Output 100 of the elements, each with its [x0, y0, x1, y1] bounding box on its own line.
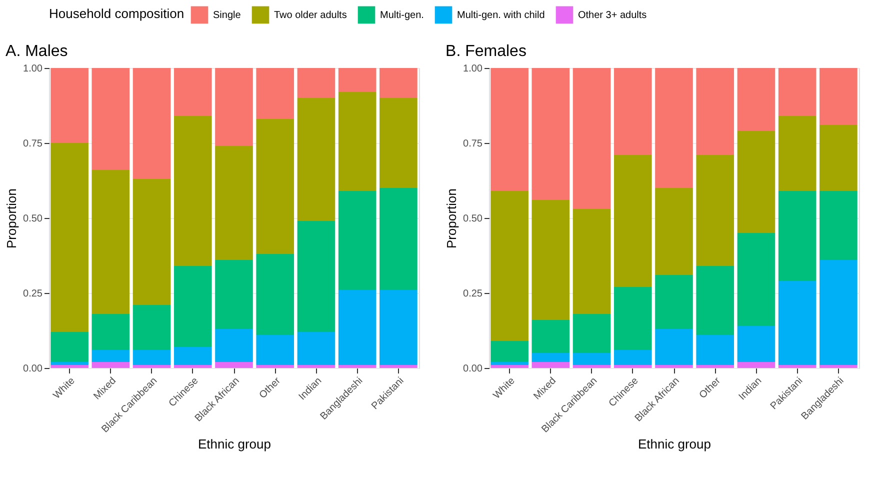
bar [490, 68, 528, 191]
bar [778, 365, 816, 368]
y-tick-label: 0.25 [23, 288, 43, 300]
bar [696, 68, 734, 155]
bar [50, 68, 88, 143]
bar [174, 68, 212, 116]
bar [256, 254, 294, 335]
bar [132, 365, 171, 368]
bar [696, 155, 734, 266]
x-axis-title: Ethnic group [638, 436, 711, 452]
bar [655, 68, 693, 188]
y-tick-label: 0.50 [463, 214, 483, 224]
bar [297, 221, 336, 332]
bar [174, 365, 212, 368]
bar [338, 191, 376, 290]
legend-title: Household composition [49, 6, 184, 21]
bar [614, 365, 652, 368]
bar [614, 350, 652, 365]
bar [655, 329, 693, 365]
bar [737, 233, 776, 326]
bar [174, 266, 212, 347]
bar [655, 365, 693, 368]
bar [50, 332, 88, 362]
bar [338, 92, 376, 191]
y-tick-label: 0.25 [463, 288, 483, 300]
bar [297, 68, 336, 98]
bar [92, 314, 130, 350]
bar [92, 68, 130, 170]
legend-label: Two older adults [274, 10, 347, 21]
bar [696, 365, 734, 368]
y-axis-title: Proportion [4, 188, 20, 248]
bar [50, 362, 88, 365]
bar [820, 125, 858, 191]
bar [737, 326, 776, 362]
bar [380, 98, 418, 188]
legend-label: Single [213, 10, 242, 21]
chart-title: B. Females [446, 43, 526, 60]
bar [256, 365, 294, 368]
bar [174, 116, 212, 266]
bar [215, 68, 253, 146]
bar [655, 275, 693, 329]
bar [737, 68, 776, 131]
bar [50, 143, 88, 332]
bar [132, 68, 171, 179]
y-tick-label: 0.75 [23, 138, 43, 150]
x-axis-title: Ethnic group [198, 436, 271, 452]
legend-label: Multi-gen. with child [457, 10, 545, 21]
bar [572, 365, 611, 368]
bar [572, 314, 611, 353]
bar [820, 260, 858, 365]
bar [572, 68, 611, 209]
bar [532, 353, 570, 362]
bar [380, 68, 418, 98]
y-tick-label: 1.00 [23, 64, 43, 74]
legend-label: Multi-gen. [380, 10, 424, 21]
bar [297, 98, 336, 221]
bar [614, 287, 652, 350]
bar [490, 362, 528, 365]
bar [256, 335, 294, 365]
bar [338, 290, 376, 365]
y-tick-label: 0.00 [463, 364, 483, 374]
bar [132, 179, 171, 305]
bar [778, 116, 816, 191]
bar [380, 290, 418, 365]
bar [380, 188, 418, 290]
bar [820, 365, 858, 368]
bar [215, 329, 253, 362]
bar [532, 200, 570, 320]
y-tick-label: 1.00 [463, 64, 483, 74]
bar [132, 305, 171, 350]
y-tick-label: 0.75 [463, 138, 483, 150]
bar [778, 191, 816, 281]
bar [572, 353, 611, 365]
bar [490, 191, 528, 341]
bar [380, 365, 418, 368]
bar [696, 335, 734, 365]
bar [532, 320, 570, 353]
y-tick-label: 0.00 [23, 364, 43, 374]
bar [297, 332, 336, 365]
bar [338, 365, 376, 368]
y-axis-title: Proportion [444, 188, 460, 248]
bar [92, 170, 130, 314]
legend-label: Other 3+ adults [578, 10, 647, 21]
bar [256, 119, 294, 254]
bar [92, 362, 130, 368]
bar [820, 191, 858, 260]
bar [490, 365, 528, 368]
bar [297, 365, 336, 368]
bar [532, 362, 570, 368]
bar [215, 260, 253, 329]
bar [572, 209, 611, 314]
bar [655, 188, 693, 275]
bar [338, 68, 376, 92]
bar [490, 341, 528, 362]
bar [532, 68, 570, 200]
bar [820, 68, 858, 125]
bar [50, 365, 88, 368]
bar [614, 155, 652, 287]
bar [174, 347, 212, 365]
bar [215, 362, 253, 368]
